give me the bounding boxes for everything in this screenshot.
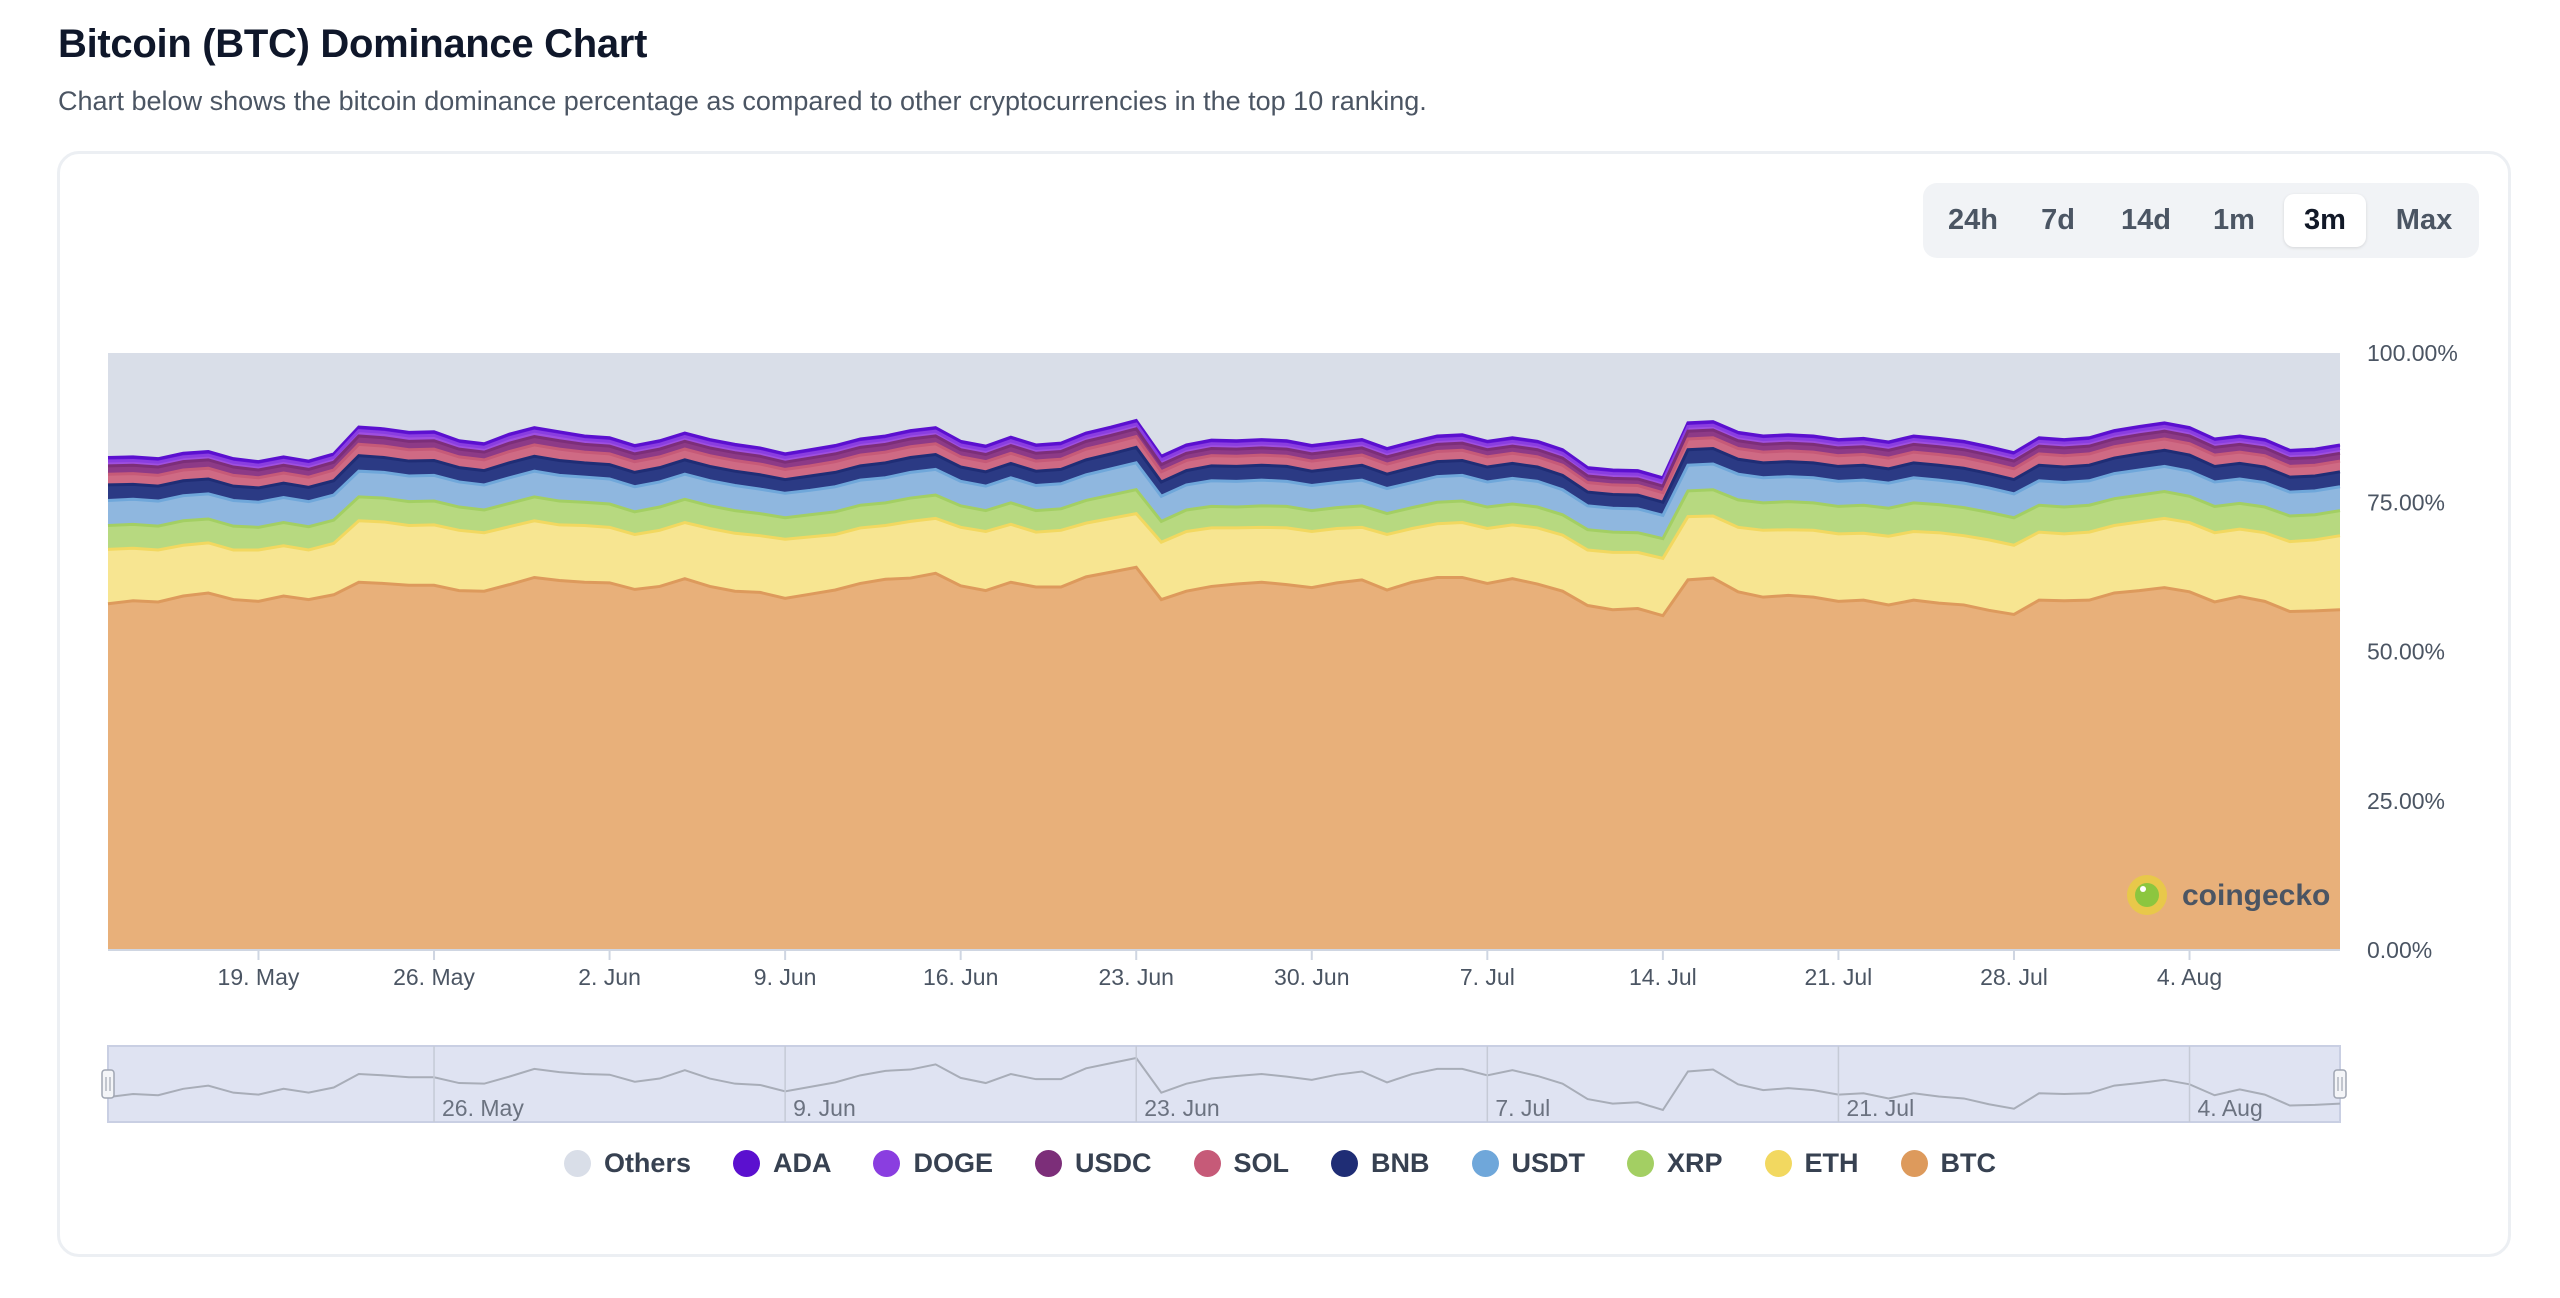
series-line-xrp	[107, 488, 2341, 541]
x-tick-label: 23. Jun	[1098, 964, 1173, 990]
series-line-bnb	[107, 445, 2341, 505]
y-tick-label: 50.00%	[2367, 639, 2445, 665]
series-line-eth	[107, 511, 2341, 561]
navigator-series-line	[107, 1056, 2341, 1112]
y-tick-label: 75.00%	[2367, 489, 2445, 515]
range-3m-button[interactable]: 3m	[2284, 194, 2366, 247]
navigator-label: 4. Aug	[2198, 1095, 2263, 1121]
x-tick-label: 9. Jun	[754, 964, 817, 990]
navigator-left-handle[interactable]	[101, 1069, 115, 1099]
navigator-label: 9. Jun	[793, 1095, 856, 1121]
legend-label: DOGE	[913, 1148, 993, 1178]
range-max-button[interactable]: Max	[2395, 204, 2453, 236]
x-tick-label: 28. Jul	[1980, 964, 2048, 990]
x-tick-label: 2. Jun	[578, 964, 641, 990]
x-tick-label: 30. Jun	[1274, 964, 1349, 990]
legend-color-dot	[873, 1150, 901, 1177]
legend-color-dot	[1193, 1150, 1221, 1177]
x-tick-label: 19. May	[218, 964, 300, 990]
x-tick-label: 4. Aug	[2157, 964, 2222, 990]
legend-label: XRP	[1667, 1148, 1723, 1178]
legend-label: BNB	[1371, 1148, 1430, 1178]
series-line-ada	[107, 418, 2341, 480]
legend-color-dot	[732, 1150, 760, 1177]
range-7d-button[interactable]: 7d	[2041, 204, 2075, 236]
legend-label: ETH	[1804, 1148, 1859, 1178]
x-tick-label: 21. Jul	[1805, 964, 1873, 990]
navigator-label: 7. Jul	[1495, 1095, 1550, 1121]
range-1m-button[interactable]: 1m	[2213, 204, 2255, 236]
legend-color-dot	[1034, 1150, 1062, 1177]
series-line-sol	[107, 434, 2341, 495]
series-line-btc	[107, 565, 2341, 618]
x-tick-label: 14. Jul	[1629, 964, 1697, 990]
legend-label: SOL	[1233, 1148, 1290, 1178]
series-area-usdt	[108, 462, 2340, 539]
legend-label: ADA	[772, 1148, 832, 1178]
x-tick-label: 26. May	[393, 964, 475, 990]
range-24h-button[interactable]: 24h	[1948, 204, 1998, 236]
legend-item-usdc[interactable]: USDC	[1034, 1148, 1152, 1179]
navigator-label: 21. Jul	[1846, 1095, 1914, 1121]
navigator-label: 23. Jun	[1144, 1095, 1219, 1121]
legend-color-dot	[1900, 1150, 1928, 1177]
series-line-doge	[107, 422, 2341, 484]
series-area-btc	[108, 567, 2340, 950]
series-area-xrp	[108, 489, 2340, 559]
legend-label: USDC	[1074, 1148, 1152, 1178]
navigator-label: 26. May	[442, 1095, 524, 1121]
legend-item-xrp[interactable]: XRP	[1627, 1148, 1723, 1179]
series-area-sol	[108, 436, 2340, 503]
legend-color-dot	[563, 1150, 591, 1177]
legend-item-others[interactable]: Others	[563, 1148, 691, 1179]
y-tick-label: 100.00%	[2367, 340, 2458, 366]
legend-item-ada[interactable]: ADA	[732, 1148, 832, 1179]
series-area-bnb	[108, 447, 2340, 516]
legend-color-dot	[1627, 1150, 1655, 1177]
navigator-right-handle[interactable]	[2333, 1069, 2347, 1099]
chart-legend: Others ADA DOGE USDC SOL BNB USDT XRP ETH BTC	[0, 1148, 2560, 1179]
range-14d-button[interactable]: 14d	[2121, 204, 2171, 236]
coingecko-watermark: coingecko	[2127, 875, 2330, 915]
y-tick-label: 25.00%	[2367, 788, 2445, 814]
legend-item-bnb[interactable]: BNB	[1331, 1148, 1430, 1179]
series-line-usdc	[107, 427, 2341, 488]
legend-item-doge[interactable]: DOGE	[873, 1148, 993, 1179]
range-navigator[interactable]: 26. May 9. Jun 23. Jun 7. Jul 21. Jul 4. Aug	[101, 1045, 2347, 1123]
legend-label: USDT	[1511, 1148, 1586, 1178]
legend-color-dot	[1471, 1150, 1499, 1177]
series-line-usdt	[107, 461, 2341, 518]
watermark-text: coingecko	[2182, 879, 2330, 912]
legend-color-dot	[1331, 1150, 1359, 1177]
legend-item-sol[interactable]: SOL	[1193, 1148, 1290, 1179]
legend-label: BTC	[1940, 1148, 1997, 1178]
page-title: Bitcoin (BTC) Dominance Chart	[58, 22, 648, 66]
legend-item-btc[interactable]: BTC	[1900, 1148, 1997, 1179]
series-area-eth	[108, 513, 2340, 616]
x-tick-label: 16. Jun	[923, 964, 998, 990]
time-range-selector: 24h 7d 14d 1m 3m Max	[1923, 183, 2479, 258]
legend-color-dot	[1764, 1150, 1792, 1177]
page-subtitle: Chart below shows the bitcoin dominance …	[58, 86, 1427, 116]
legend-label: Others	[603, 1148, 691, 1178]
legend-item-eth[interactable]: ETH	[1764, 1148, 1859, 1179]
x-tick-label: 7. Jul	[1460, 964, 1515, 990]
y-tick-label: 0.00%	[2367, 937, 2432, 963]
legend-item-usdt[interactable]: USDT	[1471, 1148, 1586, 1179]
